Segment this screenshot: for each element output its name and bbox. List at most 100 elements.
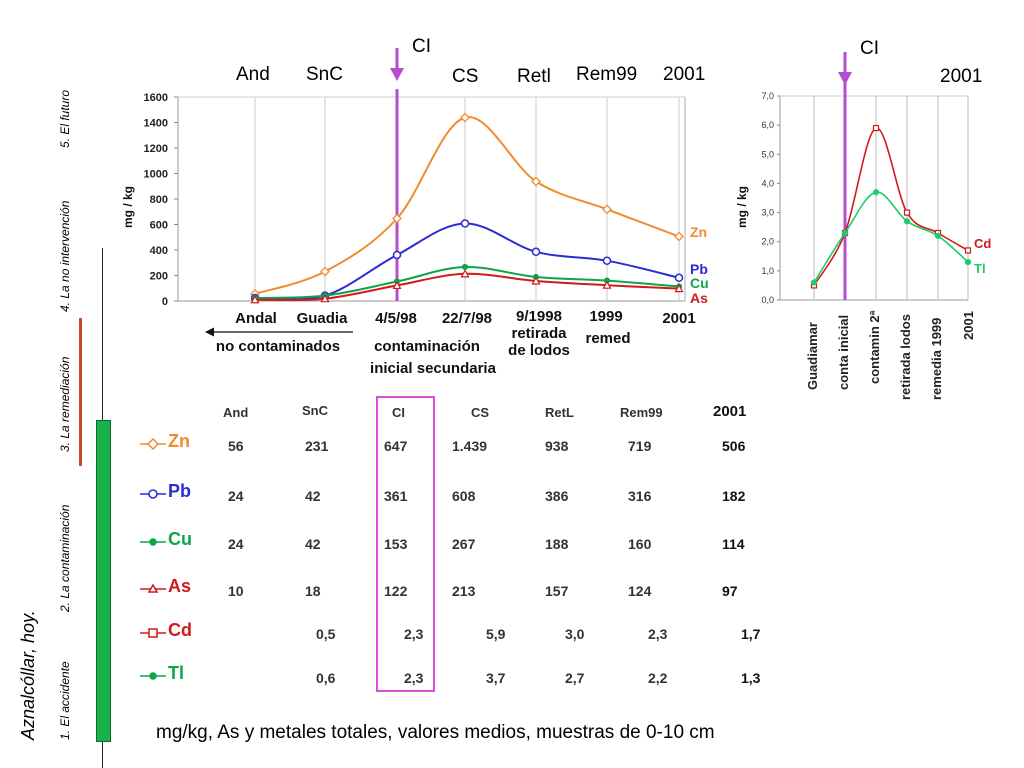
- x-label: 9/1998: [516, 308, 562, 325]
- y-tick-label: 4,0: [761, 178, 774, 188]
- pb-legend-icon: [140, 489, 166, 499]
- as-point: [250, 294, 260, 304]
- table-cell: 1,7: [741, 626, 761, 642]
- cu-legend-icon: [140, 538, 166, 546]
- cd-point: [872, 124, 880, 132]
- table-cell: 2,3: [404, 670, 424, 686]
- cu-series-line: [254, 265, 680, 299]
- y-tick-label: 6,0: [761, 120, 774, 130]
- top-label: And: [236, 64, 270, 85]
- zn-legend-icon: [140, 437, 166, 451]
- x-label-right: retirada lodos: [898, 314, 913, 400]
- no-contaminados-arrow: [205, 327, 353, 337]
- table-header: Rem99: [620, 405, 663, 420]
- table-cell: 56: [228, 438, 244, 454]
- table-cell: 2,3: [648, 626, 668, 642]
- tl-point: [872, 189, 880, 196]
- x-label: 1999: [589, 308, 623, 325]
- table-cell: 316: [628, 488, 652, 504]
- as-legend-icon: [140, 583, 166, 593]
- table-cell: 114: [722, 536, 745, 552]
- pb-series-line: [254, 222, 680, 301]
- tl-point: [903, 218, 911, 225]
- tl-legend-icon: [140, 672, 166, 680]
- top-label: 2001: [663, 64, 706, 85]
- ci-arrow-icon: [390, 48, 404, 81]
- y-tick-label: 1400: [144, 118, 168, 130]
- table-cell: 267: [452, 536, 476, 552]
- table-cell: 97: [722, 583, 738, 599]
- table-header: RetL: [545, 405, 574, 420]
- x-label-right: 2001: [961, 311, 976, 340]
- row-label: Cu: [168, 529, 192, 549]
- table-cell: 160: [628, 536, 652, 552]
- side-title: Aznalcóllar, hoy.: [18, 610, 38, 740]
- table-cell: 182: [722, 488, 746, 504]
- tl-point: [964, 259, 972, 266]
- x-label: Guadia: [296, 310, 348, 327]
- top-label: CS: [452, 66, 479, 87]
- zn-series-label: Zn: [690, 224, 707, 240]
- table-cell: 24: [228, 536, 244, 552]
- table-cell: 386: [545, 488, 569, 504]
- table-header: SnC: [302, 403, 328, 418]
- phase-label: 2. La contaminación: [58, 504, 72, 612]
- table-cell: 5,9: [486, 626, 506, 642]
- x-label-right: Guadiamar: [805, 322, 820, 390]
- row-label: As: [168, 576, 192, 596]
- tl-point: [810, 279, 818, 286]
- row-label: Cd: [168, 620, 192, 640]
- no-contaminados-label: no contaminados: [215, 338, 341, 355]
- as-point: [602, 280, 612, 289]
- table-cell: 2,3: [404, 626, 424, 642]
- pb-point: [674, 273, 684, 283]
- as-point: [320, 293, 330, 303]
- table-cell: 122: [384, 583, 408, 599]
- row-label: Tl: [168, 663, 184, 683]
- ci-column-box: [376, 396, 435, 692]
- table-cell: 1.439: [452, 438, 488, 454]
- table-cell: 608: [452, 488, 476, 504]
- y-tick-label: 600: [150, 220, 168, 232]
- x-label: 2001: [662, 310, 696, 327]
- y-tick-label: 200: [150, 271, 168, 283]
- y-tick-label: 1000: [144, 169, 168, 181]
- y-tick-label: 2,0: [761, 237, 774, 247]
- phase-label: 1. El accidente: [58, 661, 72, 740]
- table-cell: 124: [628, 583, 652, 599]
- y-axis-label: mg / kg: [735, 186, 749, 228]
- table-cell: 24: [228, 488, 244, 504]
- table-cell: 506: [722, 438, 746, 454]
- metals-line-chart: 0 200 400 600 800 1000 1200 1400 1600 mg / kg Zn Pb…: [121, 89, 709, 308]
- ci-label: CI: [412, 36, 431, 57]
- y-tick-label: 0,0: [761, 295, 774, 305]
- y-tick-label: 1,0: [761, 266, 774, 276]
- table-cell: 3,7: [486, 670, 506, 686]
- contaminacion-label: inicial secundaria: [370, 360, 496, 377]
- ci-arrow-icon: [838, 52, 852, 85]
- top-label-2001: 2001: [940, 66, 983, 87]
- cd-point: [903, 209, 911, 216]
- table-header: CI: [392, 405, 405, 420]
- y-axis-label: mg / kg: [121, 186, 135, 228]
- table-cell: 719: [628, 438, 652, 454]
- ci-arrow-head: [390, 68, 404, 81]
- x-label: retirada: [511, 325, 567, 342]
- row-label: Pb: [168, 481, 192, 501]
- pb-point: [531, 247, 541, 257]
- as-point: [460, 269, 470, 278]
- table-cell: 157: [545, 583, 569, 599]
- table-cell: 42: [305, 488, 321, 504]
- tl-point: [934, 232, 942, 239]
- table-header: And: [223, 405, 249, 420]
- zn-point: [602, 204, 612, 215]
- cu-series-label: Cu: [690, 275, 709, 291]
- x-label: remed: [585, 330, 631, 347]
- y-tick-label: 800: [150, 194, 168, 206]
- x-label-right: contamin 2ª: [867, 310, 882, 384]
- y-tick-label: 1600: [144, 92, 168, 104]
- as-point: [392, 280, 402, 290]
- tl-point: [841, 229, 849, 237]
- y-tick-label: 7,0: [761, 91, 774, 101]
- as-point: [674, 283, 684, 293]
